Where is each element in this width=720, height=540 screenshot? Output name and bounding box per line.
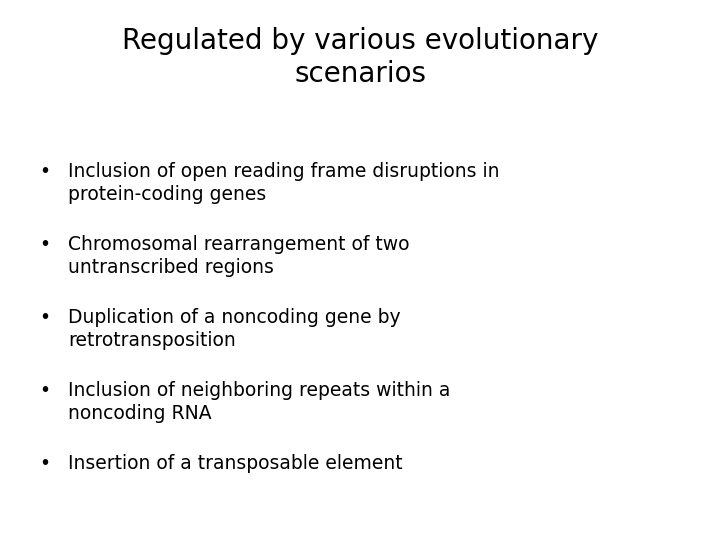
Text: Duplication of a noncoding gene by
retrotransposition: Duplication of a noncoding gene by retro…: [68, 308, 401, 350]
Text: •: •: [40, 162, 50, 181]
Text: Chromosomal rearrangement of two
untranscribed regions: Chromosomal rearrangement of two untrans…: [68, 235, 410, 278]
Text: Regulated by various evolutionary
scenarios: Regulated by various evolutionary scenar…: [122, 27, 598, 89]
Text: Inclusion of open reading frame disruptions in
protein-coding genes: Inclusion of open reading frame disrupti…: [68, 162, 500, 205]
Text: •: •: [40, 381, 50, 400]
Text: Insertion of a transposable element: Insertion of a transposable element: [68, 454, 403, 472]
Text: •: •: [40, 308, 50, 327]
Text: •: •: [40, 454, 50, 472]
Text: Inclusion of neighboring repeats within a
noncoding RNA: Inclusion of neighboring repeats within …: [68, 381, 451, 423]
Text: •: •: [40, 235, 50, 254]
